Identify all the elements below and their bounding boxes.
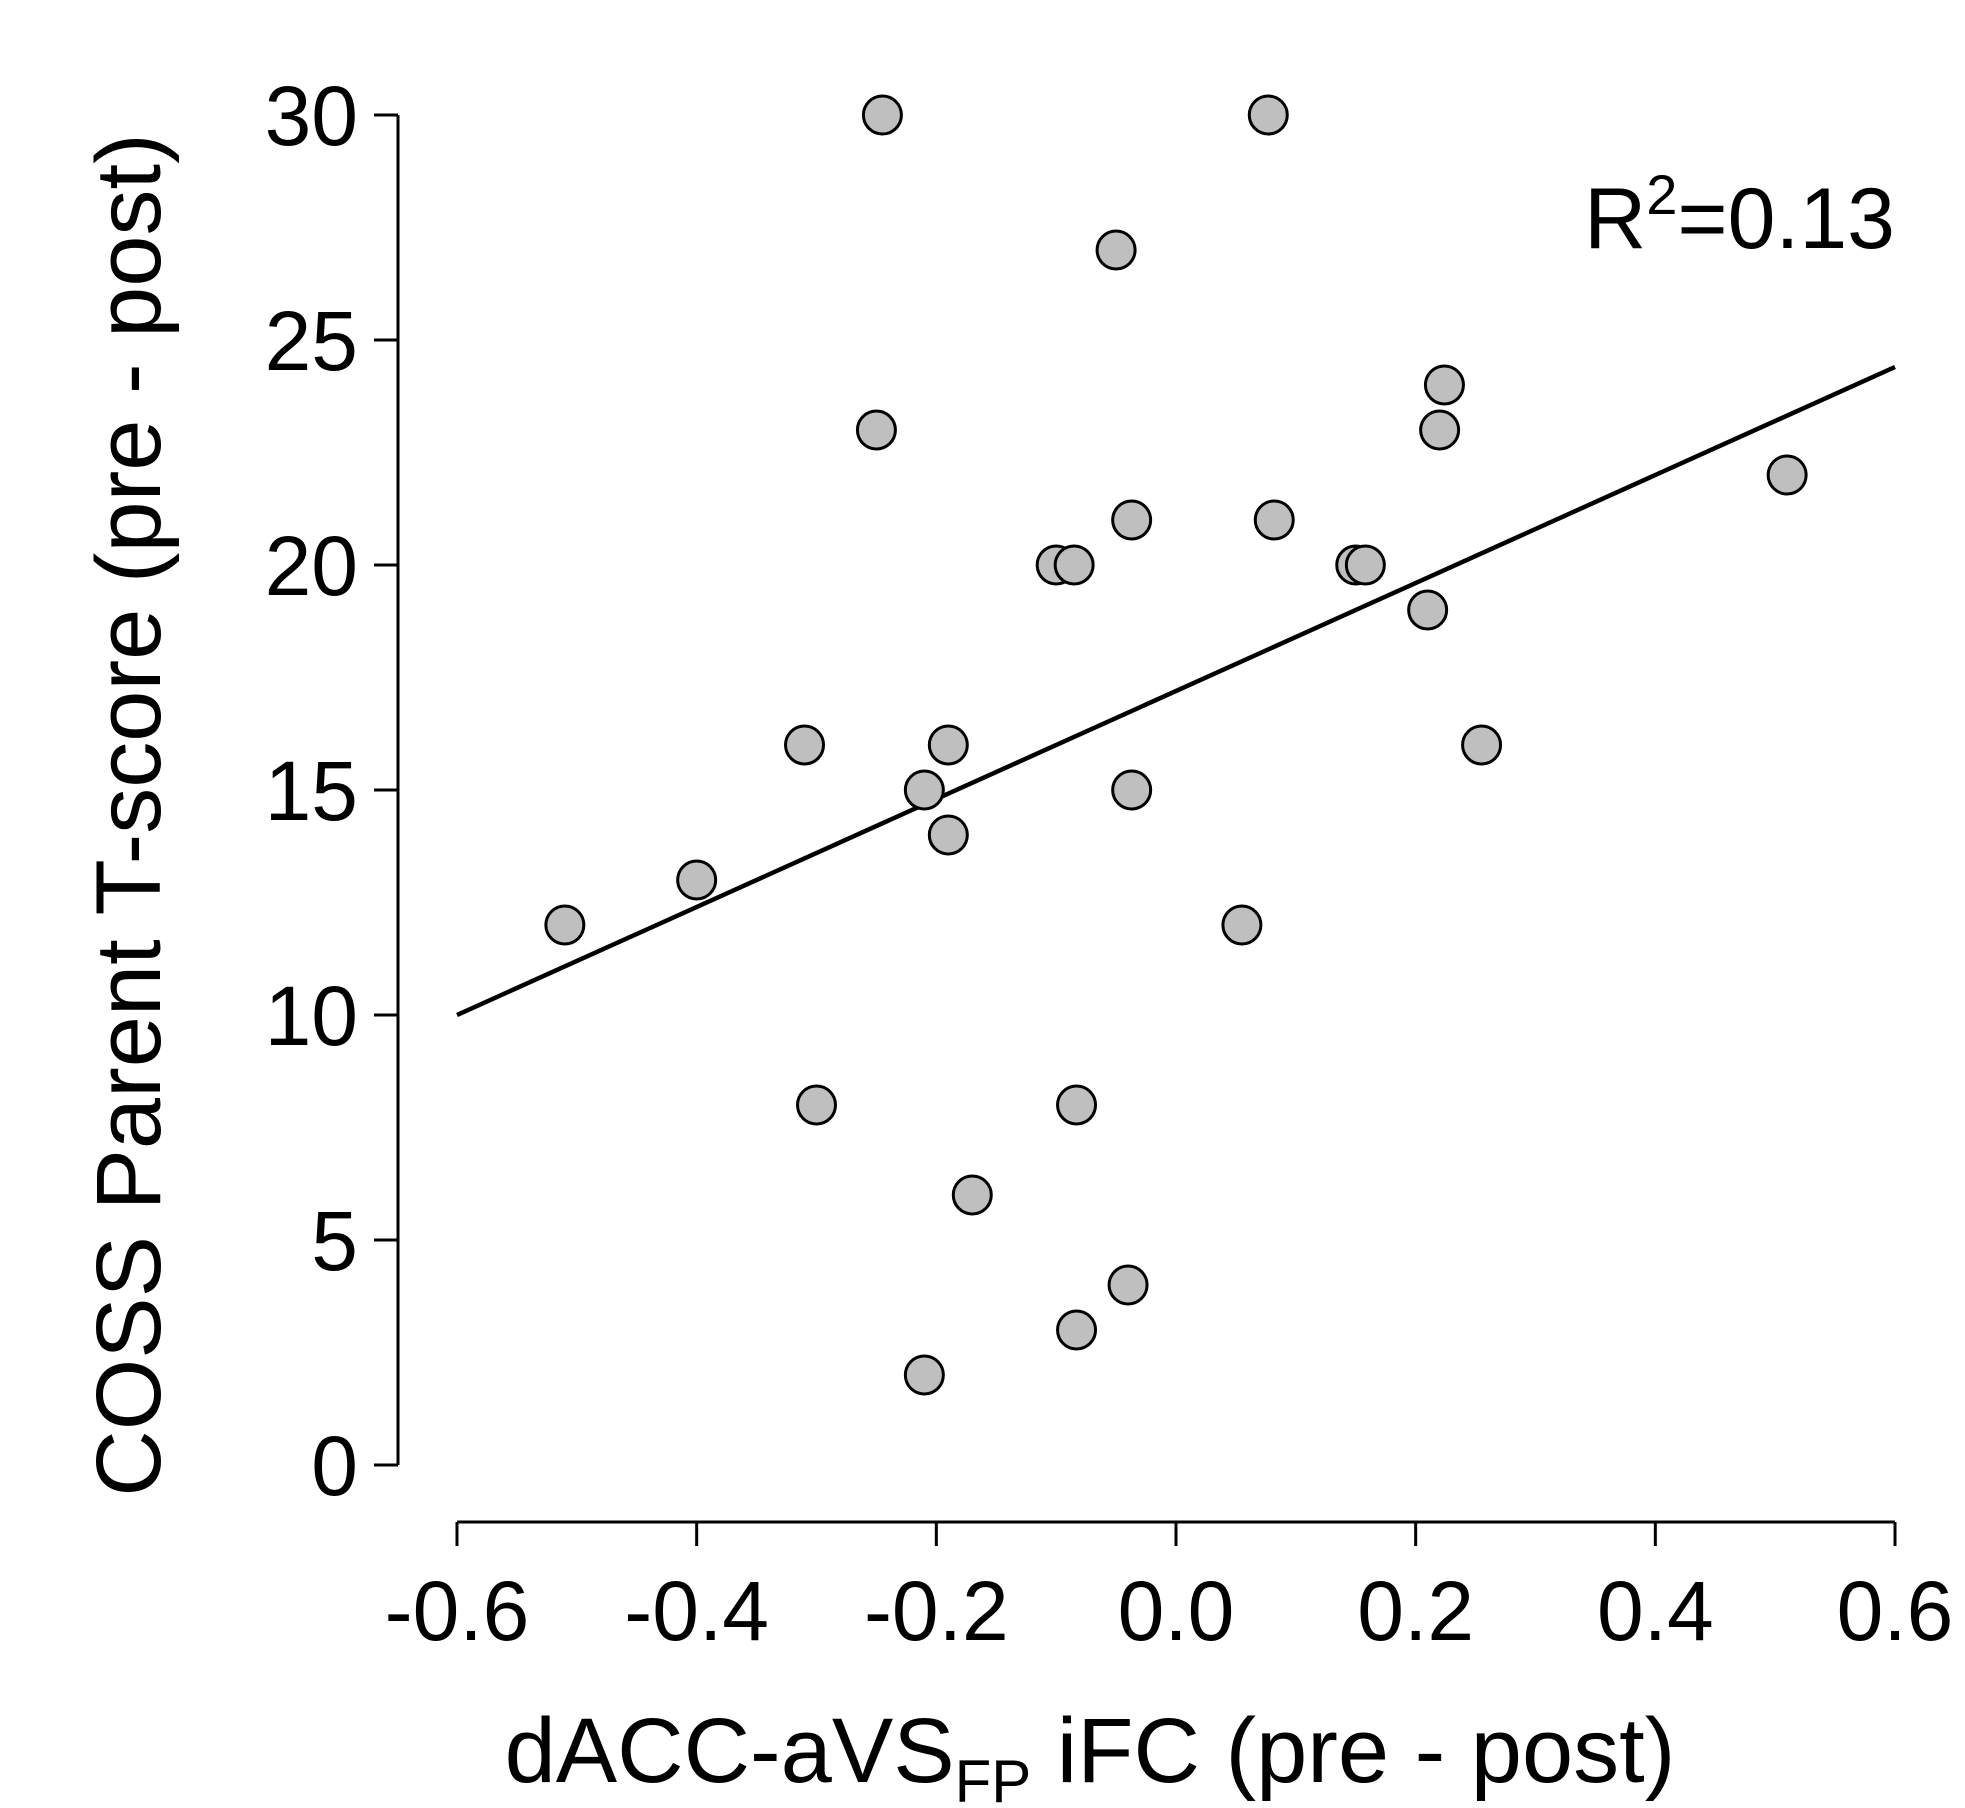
- x-tick-label: -0.2: [864, 1564, 1009, 1658]
- data-point: [676, 859, 718, 901]
- y-tick-label: 0: [311, 1419, 358, 1513]
- r-squared-value: =0.13: [1677, 171, 1895, 267]
- data-point: [544, 904, 586, 946]
- x-tick-label: 0.6: [1837, 1564, 1954, 1658]
- x-tick-label: 0.2: [1357, 1564, 1474, 1658]
- x-tick-label: 0.4: [1597, 1564, 1714, 1658]
- r-squared-superscript: 2: [1646, 163, 1677, 226]
- regression-line-layer: [456, 364, 1896, 1018]
- data-point: [1056, 1084, 1098, 1126]
- data-point: [1344, 544, 1386, 586]
- data-point: [855, 409, 897, 451]
- data-point: [1423, 364, 1465, 406]
- data-point: [1053, 544, 1095, 586]
- data-point: [1095, 229, 1137, 271]
- y-tick-label: 20: [265, 519, 358, 613]
- data-point: [927, 814, 969, 856]
- r-squared-annotation: R2=0.13: [1584, 163, 1895, 267]
- x-axis-title: dACC-aVSFP iFC (pre - post): [505, 1700, 1676, 1808]
- data-point: [1107, 1264, 1149, 1306]
- y-tick-label: 10: [265, 969, 358, 1063]
- data-point: [1407, 589, 1449, 631]
- data-point: [784, 724, 826, 766]
- data-point: [796, 1084, 837, 1126]
- x-axis-title-rest: iFC (pre - post): [1031, 1700, 1675, 1802]
- regression-line: [456, 364, 1896, 1018]
- y-tick-label: 30: [265, 69, 358, 163]
- data-point: [1247, 94, 1289, 136]
- data-point: [1056, 1309, 1098, 1351]
- data-point: [927, 724, 969, 766]
- x-axis-title-subscript: FP: [955, 1748, 1032, 1808]
- data-point: [1461, 724, 1503, 766]
- data-point: [1253, 499, 1295, 541]
- x-axis-title-main: dACC-aVS: [505, 1700, 955, 1802]
- data-point: [951, 1174, 993, 1216]
- y-tick-label: 15: [265, 744, 358, 838]
- x-tick-label: -0.6: [385, 1564, 530, 1658]
- data-point: [1419, 409, 1461, 451]
- y-axis: 0 5 10 15 20 25 30: [265, 69, 400, 1513]
- x-axis: -0.6 -0.4 -0.2 0.0 0.2 0.4 0.6: [385, 1520, 1954, 1658]
- x-tick-label: -0.4: [624, 1564, 769, 1658]
- data-point: [1111, 769, 1153, 811]
- x-tick-label: 0.0: [1118, 1564, 1235, 1658]
- r-squared-base: R: [1584, 171, 1646, 267]
- data-point: [1766, 454, 1808, 496]
- data-point: [1111, 499, 1153, 541]
- data-point: [861, 94, 903, 136]
- y-tick-label: 25: [265, 294, 358, 388]
- y-axis-title: COSS Parent T-score (pre - post): [78, 133, 180, 1496]
- data-point: [903, 769, 945, 811]
- y-tick-label: 5: [311, 1194, 358, 1288]
- data-points-layer: [544, 94, 1808, 1396]
- data-point: [1221, 904, 1263, 946]
- data-point: [903, 1354, 945, 1396]
